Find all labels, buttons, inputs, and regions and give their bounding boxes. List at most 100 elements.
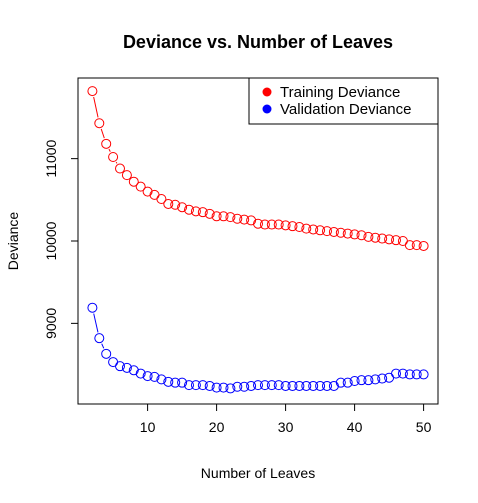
data-point — [301, 223, 312, 234]
x-tick-label: 30 — [278, 419, 294, 435]
data-point — [308, 224, 319, 235]
data-point — [404, 369, 415, 380]
x-axis: 10 20 30 40 50 — [140, 403, 432, 435]
data-point — [418, 369, 429, 380]
data-point — [280, 220, 291, 231]
data-point — [266, 219, 277, 230]
data-point — [259, 219, 270, 230]
data-point — [232, 381, 243, 392]
data-point — [363, 375, 374, 386]
data-point — [308, 380, 319, 391]
data-point — [418, 240, 429, 251]
data-point — [128, 176, 139, 187]
data-point — [280, 380, 291, 391]
data-point — [253, 218, 263, 229]
data-point — [246, 380, 257, 391]
data-point — [391, 235, 401, 246]
data-point — [197, 380, 208, 391]
data-point — [328, 226, 339, 237]
data-point — [294, 221, 305, 232]
data-point — [94, 333, 105, 344]
data-point — [239, 381, 250, 392]
data-point — [266, 380, 277, 391]
data-point — [197, 207, 208, 218]
data-point — [94, 118, 105, 129]
data-point — [156, 374, 167, 385]
data-point — [211, 211, 222, 222]
data-point — [287, 380, 298, 391]
data-point — [184, 380, 194, 391]
data-point — [294, 380, 305, 391]
data-point — [370, 374, 381, 385]
data-point — [273, 219, 284, 230]
series-layer — [87, 86, 429, 394]
data-point — [335, 227, 346, 238]
data-point — [315, 380, 326, 391]
data-point — [411, 240, 422, 251]
data-point — [253, 380, 263, 391]
y-axis: 9000 10000 11000 — [43, 139, 79, 339]
data-point — [135, 368, 146, 379]
series-validation — [87, 302, 429, 394]
data-point — [246, 215, 257, 226]
x-tick-label: 10 — [140, 419, 156, 435]
data-point — [142, 186, 153, 197]
data-point — [287, 221, 298, 232]
data-point — [225, 383, 236, 394]
data-point — [177, 202, 188, 213]
legend-marker-validation — [262, 104, 272, 114]
data-point — [397, 368, 408, 379]
x-tick-label: 50 — [416, 419, 432, 435]
data-point — [218, 211, 229, 222]
data-point — [322, 226, 332, 237]
data-point — [349, 376, 360, 387]
data-point — [259, 380, 270, 391]
data-point — [128, 365, 139, 376]
data-point — [218, 382, 229, 393]
data-point — [121, 362, 132, 373]
data-point — [315, 225, 326, 236]
series-segment — [93, 96, 99, 118]
data-point — [349, 229, 360, 240]
data-point — [204, 208, 215, 219]
data-point — [211, 382, 222, 393]
data-point — [170, 199, 181, 210]
data-point — [404, 240, 415, 251]
series-segment — [108, 148, 111, 152]
data-point — [101, 138, 112, 149]
data-point — [411, 369, 422, 380]
legend-label-validation: Validation Deviance — [280, 101, 411, 118]
data-point — [273, 380, 284, 391]
data-point — [177, 377, 188, 388]
data-point — [149, 371, 160, 382]
plot-frame — [77, 77, 439, 405]
data-point — [239, 214, 250, 225]
legend: Training Deviance Validation Deviance — [248, 77, 439, 125]
data-point — [328, 380, 339, 391]
y-tick-label: 9000 — [43, 308, 59, 339]
data-point — [363, 231, 374, 242]
data-point — [397, 236, 408, 246]
legend-box — [248, 77, 439, 125]
data-point — [163, 376, 174, 387]
data-point — [377, 373, 388, 384]
x-tick-label: 40 — [347, 419, 363, 435]
x-tick-label: 20 — [209, 419, 225, 435]
data-point — [184, 204, 194, 215]
y-tick-label: 11000 — [43, 139, 59, 177]
plot-area — [77, 77, 439, 405]
series-segment — [101, 343, 105, 349]
data-point — [356, 230, 367, 241]
data-point — [356, 375, 367, 386]
data-point — [87, 302, 98, 313]
data-point — [384, 372, 395, 383]
data-point — [204, 380, 215, 391]
data-point — [156, 193, 167, 204]
legend-label-training: Training Deviance — [280, 84, 400, 101]
data-point — [190, 206, 201, 217]
series-segment — [100, 128, 105, 139]
y-tick-label: 10000 — [43, 221, 59, 260]
data-point — [108, 151, 119, 162]
data-point — [225, 212, 236, 223]
